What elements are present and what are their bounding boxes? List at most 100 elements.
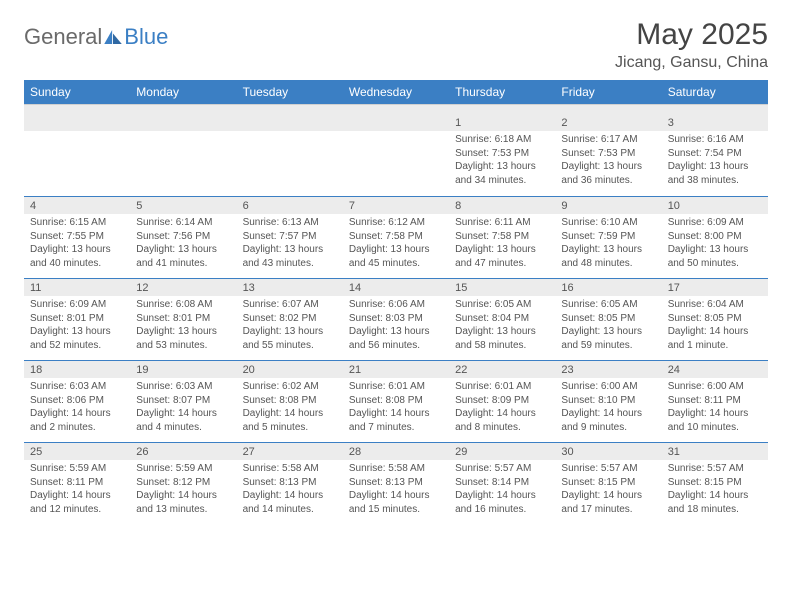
- sunset-text: Sunset: 8:04 PM: [455, 312, 549, 326]
- date-number: [237, 114, 343, 131]
- calendar-cell: 20Sunrise: 6:02 AMSunset: 8:08 PMDayligh…: [237, 361, 343, 442]
- daylight-text-2: and 52 minutes.: [30, 339, 124, 353]
- sunrise-text: Sunrise: 6:15 AM: [30, 216, 124, 230]
- calendar-cell: 15Sunrise: 6:05 AMSunset: 8:04 PMDayligh…: [449, 279, 555, 360]
- cell-body: Sunrise: 6:05 AMSunset: 8:05 PMDaylight:…: [555, 296, 661, 356]
- week-row: 4Sunrise: 6:15 AMSunset: 7:55 PMDaylight…: [24, 196, 768, 278]
- day-header-sat: Saturday: [662, 80, 768, 104]
- cell-body: Sunrise: 6:01 AMSunset: 8:08 PMDaylight:…: [343, 378, 449, 438]
- daylight-text-1: Daylight: 13 hours: [668, 243, 762, 257]
- calendar-cell: 3Sunrise: 6:16 AMSunset: 7:54 PMDaylight…: [662, 114, 768, 196]
- sunrise-text: Sunrise: 6:16 AM: [668, 133, 762, 147]
- sunrise-text: Sunrise: 6:03 AM: [136, 380, 230, 394]
- cell-body: Sunrise: 6:12 AMSunset: 7:58 PMDaylight:…: [343, 214, 449, 274]
- sunrise-text: Sunrise: 6:08 AM: [136, 298, 230, 312]
- week-row: 18Sunrise: 6:03 AMSunset: 8:06 PMDayligh…: [24, 360, 768, 442]
- calendar-cell: 30Sunrise: 5:57 AMSunset: 8:15 PMDayligh…: [555, 443, 661, 524]
- cell-body: Sunrise: 6:16 AMSunset: 7:54 PMDaylight:…: [662, 131, 768, 191]
- daylight-text-2: and 7 minutes.: [349, 421, 443, 435]
- sunset-text: Sunset: 8:13 PM: [349, 476, 443, 490]
- cell-body: Sunrise: 6:08 AMSunset: 8:01 PMDaylight:…: [130, 296, 236, 356]
- sunset-text: Sunset: 7:56 PM: [136, 230, 230, 244]
- sail-icon: [104, 30, 122, 44]
- sunrise-text: Sunrise: 5:58 AM: [243, 462, 337, 476]
- sunset-text: Sunset: 8:01 PM: [30, 312, 124, 326]
- calendar-cell: 16Sunrise: 6:05 AMSunset: 8:05 PMDayligh…: [555, 279, 661, 360]
- date-number: 18: [24, 361, 130, 378]
- sunset-text: Sunset: 7:53 PM: [455, 147, 549, 161]
- sunrise-text: Sunrise: 6:00 AM: [561, 380, 655, 394]
- sunset-text: Sunset: 8:00 PM: [668, 230, 762, 244]
- date-number: 7: [343, 197, 449, 214]
- sunset-text: Sunset: 8:15 PM: [561, 476, 655, 490]
- sunset-text: Sunset: 8:01 PM: [136, 312, 230, 326]
- calendar-cell: 9Sunrise: 6:10 AMSunset: 7:59 PMDaylight…: [555, 197, 661, 278]
- date-number: [343, 114, 449, 131]
- date-number: [130, 114, 236, 131]
- date-number: 1: [449, 114, 555, 131]
- cell-body: [130, 131, 236, 137]
- daylight-text-2: and 18 minutes.: [668, 503, 762, 517]
- calendar-cell: 10Sunrise: 6:09 AMSunset: 8:00 PMDayligh…: [662, 197, 768, 278]
- location: Jicang, Gansu, China: [615, 54, 768, 72]
- day-header-thu: Thursday: [449, 80, 555, 104]
- daylight-text-2: and 41 minutes.: [136, 257, 230, 271]
- date-number: 5: [130, 197, 236, 214]
- cell-body: [343, 131, 449, 137]
- calendar-cell: [130, 114, 236, 196]
- day-header-fri: Friday: [555, 80, 661, 104]
- calendar-cell: 24Sunrise: 6:00 AMSunset: 8:11 PMDayligh…: [662, 361, 768, 442]
- calendar-cell: 5Sunrise: 6:14 AMSunset: 7:56 PMDaylight…: [130, 197, 236, 278]
- daylight-text-2: and 55 minutes.: [243, 339, 337, 353]
- calendar: Sunday Monday Tuesday Wednesday Thursday…: [24, 80, 768, 524]
- daylight-text-2: and 47 minutes.: [455, 257, 549, 271]
- sunset-text: Sunset: 8:13 PM: [243, 476, 337, 490]
- date-number: [24, 114, 130, 131]
- day-header-mon: Monday: [130, 80, 236, 104]
- daylight-text-1: Daylight: 14 hours: [243, 407, 337, 421]
- cell-body: Sunrise: 6:11 AMSunset: 7:58 PMDaylight:…: [449, 214, 555, 274]
- date-number: 6: [237, 197, 343, 214]
- daylight-text-2: and 56 minutes.: [349, 339, 443, 353]
- sunrise-text: Sunrise: 6:11 AM: [455, 216, 549, 230]
- cell-body: Sunrise: 5:58 AMSunset: 8:13 PMDaylight:…: [237, 460, 343, 520]
- date-number: 17: [662, 279, 768, 296]
- daylight-text-1: Daylight: 14 hours: [455, 489, 549, 503]
- calendar-cell: 26Sunrise: 5:59 AMSunset: 8:12 PMDayligh…: [130, 443, 236, 524]
- daylight-text-2: and 15 minutes.: [349, 503, 443, 517]
- sunset-text: Sunset: 8:02 PM: [243, 312, 337, 326]
- date-number: 3: [662, 114, 768, 131]
- cell-body: Sunrise: 6:03 AMSunset: 8:06 PMDaylight:…: [24, 378, 130, 438]
- date-number: 9: [555, 197, 661, 214]
- sunrise-text: Sunrise: 5:58 AM: [349, 462, 443, 476]
- calendar-cell: 29Sunrise: 5:57 AMSunset: 8:14 PMDayligh…: [449, 443, 555, 524]
- cell-body: Sunrise: 6:15 AMSunset: 7:55 PMDaylight:…: [24, 214, 130, 274]
- weeks-container: 1Sunrise: 6:18 AMSunset: 7:53 PMDaylight…: [24, 114, 768, 524]
- sunset-text: Sunset: 8:08 PM: [349, 394, 443, 408]
- cell-body: [24, 131, 130, 137]
- daylight-text-1: Daylight: 14 hours: [136, 407, 230, 421]
- daylight-text-2: and 1 minute.: [668, 339, 762, 353]
- sunset-text: Sunset: 7:58 PM: [349, 230, 443, 244]
- sunrise-text: Sunrise: 6:10 AM: [561, 216, 655, 230]
- sunset-text: Sunset: 7:55 PM: [30, 230, 124, 244]
- sunrise-text: Sunrise: 6:09 AM: [668, 216, 762, 230]
- daylight-text-1: Daylight: 13 hours: [455, 160, 549, 174]
- date-number: 8: [449, 197, 555, 214]
- daylight-text-1: Daylight: 14 hours: [561, 489, 655, 503]
- sunrise-text: Sunrise: 6:04 AM: [668, 298, 762, 312]
- sunset-text: Sunset: 8:05 PM: [561, 312, 655, 326]
- daylight-text-1: Daylight: 13 hours: [243, 243, 337, 257]
- daylight-text-1: Daylight: 13 hours: [349, 325, 443, 339]
- sunset-text: Sunset: 8:09 PM: [455, 394, 549, 408]
- date-number: 11: [24, 279, 130, 296]
- calendar-cell: 14Sunrise: 6:06 AMSunset: 8:03 PMDayligh…: [343, 279, 449, 360]
- calendar-cell: [237, 114, 343, 196]
- calendar-cell: 19Sunrise: 6:03 AMSunset: 8:07 PMDayligh…: [130, 361, 236, 442]
- daylight-text-1: Daylight: 13 hours: [561, 160, 655, 174]
- sunrise-text: Sunrise: 6:01 AM: [455, 380, 549, 394]
- date-number: 28: [343, 443, 449, 460]
- calendar-cell: 27Sunrise: 5:58 AMSunset: 8:13 PMDayligh…: [237, 443, 343, 524]
- daylight-text-2: and 50 minutes.: [668, 257, 762, 271]
- calendar-cell: 25Sunrise: 5:59 AMSunset: 8:11 PMDayligh…: [24, 443, 130, 524]
